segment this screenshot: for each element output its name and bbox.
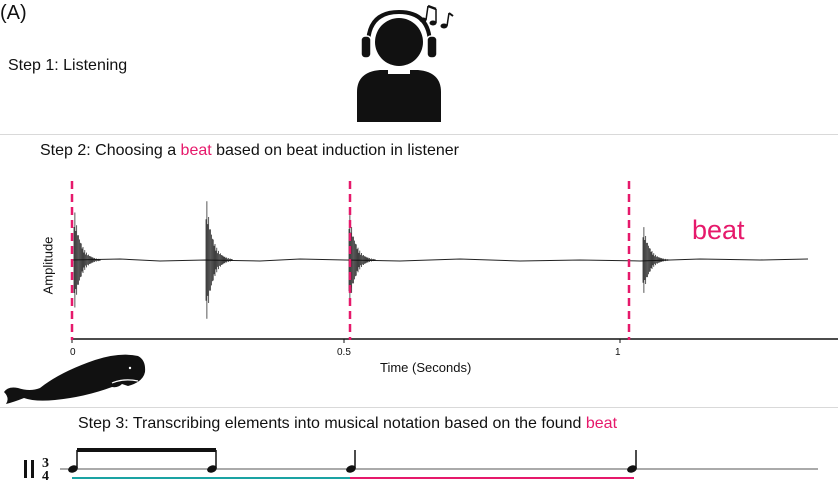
step2-highlight: beat bbox=[180, 142, 212, 159]
x-tick-1: 1 bbox=[615, 347, 621, 358]
x-tick-0: 0 bbox=[70, 347, 76, 358]
note-head-3 bbox=[346, 465, 356, 473]
listener-with-headphones-icon bbox=[357, 9, 441, 122]
panel-label: (A) bbox=[0, 2, 27, 24]
step2-label: Step 2: Choosing a beat based on beat in… bbox=[40, 142, 459, 160]
music-notes-icon bbox=[419, 4, 454, 29]
step1-label: Step 1: Listening bbox=[8, 57, 128, 74]
time-signature-bottom: 4 bbox=[42, 469, 49, 480]
step2-suffix: based on beat induction in listener bbox=[211, 142, 459, 159]
step3-prefix: Step 3: Transcribing elements into music… bbox=[78, 415, 586, 432]
sperm-whale-icon bbox=[4, 354, 146, 404]
note-head-2 bbox=[207, 465, 217, 473]
step2-prefix: Step 2: Choosing a bbox=[40, 142, 181, 159]
step3-label: Step 3: Transcribing elements into music… bbox=[78, 415, 617, 433]
musical-notation: 3 4 bbox=[24, 448, 818, 480]
percussion-clef-icon bbox=[24, 460, 27, 478]
beat-label: beat bbox=[692, 215, 745, 245]
step3-highlight: beat bbox=[585, 415, 618, 432]
divider-1 bbox=[0, 134, 838, 135]
note-head-1 bbox=[68, 465, 78, 473]
waveform-clicks bbox=[73, 201, 670, 319]
note-head-4 bbox=[627, 465, 637, 473]
divider-2 bbox=[0, 407, 838, 408]
x-axis-label: Time (Seconds) bbox=[380, 360, 472, 375]
x-tick-0-5: 0.5 bbox=[337, 347, 351, 358]
time-signature-top: 3 bbox=[42, 456, 49, 471]
waveform-baseline bbox=[71, 258, 809, 262]
